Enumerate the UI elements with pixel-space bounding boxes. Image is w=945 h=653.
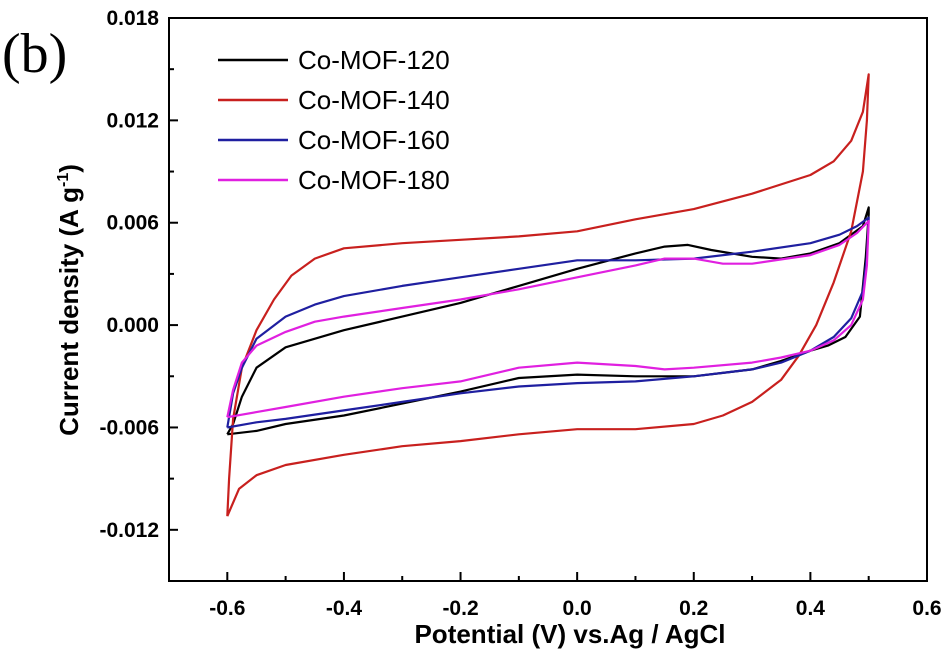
series-line-2 [226,73,870,517]
y-tick-label: -0.006 [99,416,159,439]
x-tick-label: -0.6 [209,597,245,620]
y-tick-label: 0.006 [106,212,159,235]
plot-frame [168,17,928,582]
y-tick-label: -0.012 [99,519,159,542]
y-axis-title-exponent: -1 [55,173,72,187]
series-line-3 [226,216,870,429]
axis-ticks: -0.6 -0.4 -0.2 0.0 0.2 0.4 0.6 -0.012 -0.006 0.00… [99,7,941,620]
y-axis-title-close: ) [54,164,84,173]
y-tick-label: 0.018 [106,7,159,30]
legend-label-4: Co-MOF-180 [298,165,450,195]
plot-area [226,73,870,517]
legend-label-1: Co-MOF-120 [298,45,450,75]
x-axis-title: Potential (V) vs.Ag / AgCl [414,619,725,649]
series-line-1 [226,206,870,436]
x-tick-label: 0.2 [679,597,708,620]
x-tick-label: 0.4 [796,597,826,620]
x-tick-label: 0.0 [563,597,592,620]
y-tick-label: 0.012 [106,109,159,132]
y-axis-title-main: Current density (A g [54,187,84,436]
y-tick-label: 0.000 [106,314,159,337]
series-line-4 [226,219,870,419]
legend-label-2: Co-MOF-140 [298,85,450,115]
panel-label: (b) [2,23,67,85]
x-tick-label: -0.4 [326,597,363,620]
x-tick-label: -0.2 [442,597,478,620]
y-axis-title: Current density (A g-1) [54,164,84,436]
legend: Co-MOF-120 Co-MOF-140 Co-MOF-160 Co-MOF-180 [218,45,450,195]
x-tick-label: 0.6 [912,597,941,620]
legend-label-3: Co-MOF-160 [298,125,450,155]
